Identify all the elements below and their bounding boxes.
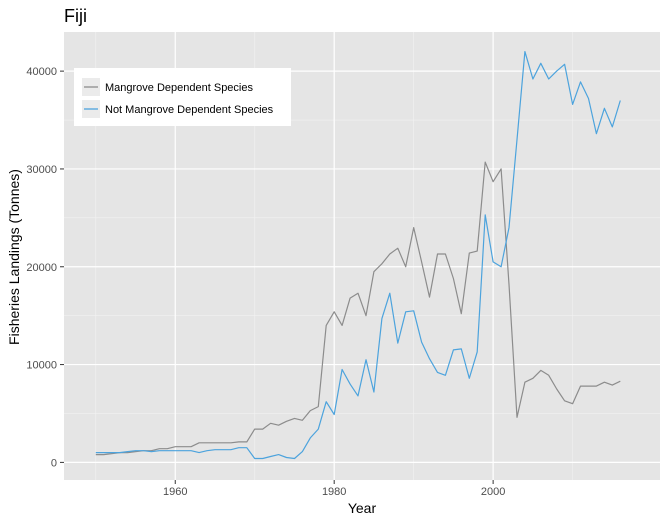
legend: Mangrove Dependent Species Not Mangrove D… — [74, 68, 291, 126]
legend-label: Not Mangrove Dependent Species — [105, 104, 274, 116]
y-tick-label: 40000 — [26, 66, 57, 78]
series-lines — [95, 50, 621, 460]
y-tick-label: 20000 — [26, 262, 57, 274]
x-tick-label: 2000 — [481, 486, 505, 498]
legend-box — [74, 68, 291, 126]
series-line-1 — [95, 161, 621, 456]
x-axis-label: Year — [348, 500, 377, 516]
y-axis-label: Fisheries Landings (Tonnes) — [6, 169, 22, 345]
series-line-2 — [95, 50, 621, 460]
y-tick-label: 30000 — [26, 164, 57, 176]
x-tick-label: 1960 — [163, 486, 187, 498]
legend-label: Mangrove Dependent Species — [105, 82, 253, 94]
x-tick-label: 1980 — [322, 486, 346, 498]
y-tick-label: 0 — [51, 457, 57, 469]
y-tick-label: 10000 — [26, 360, 57, 372]
chart-title: Fiji — [64, 6, 87, 26]
x-axis: 1960 1980 2000 — [163, 480, 505, 498]
y-axis: 0 10000 20000 30000 40000 — [26, 66, 64, 469]
